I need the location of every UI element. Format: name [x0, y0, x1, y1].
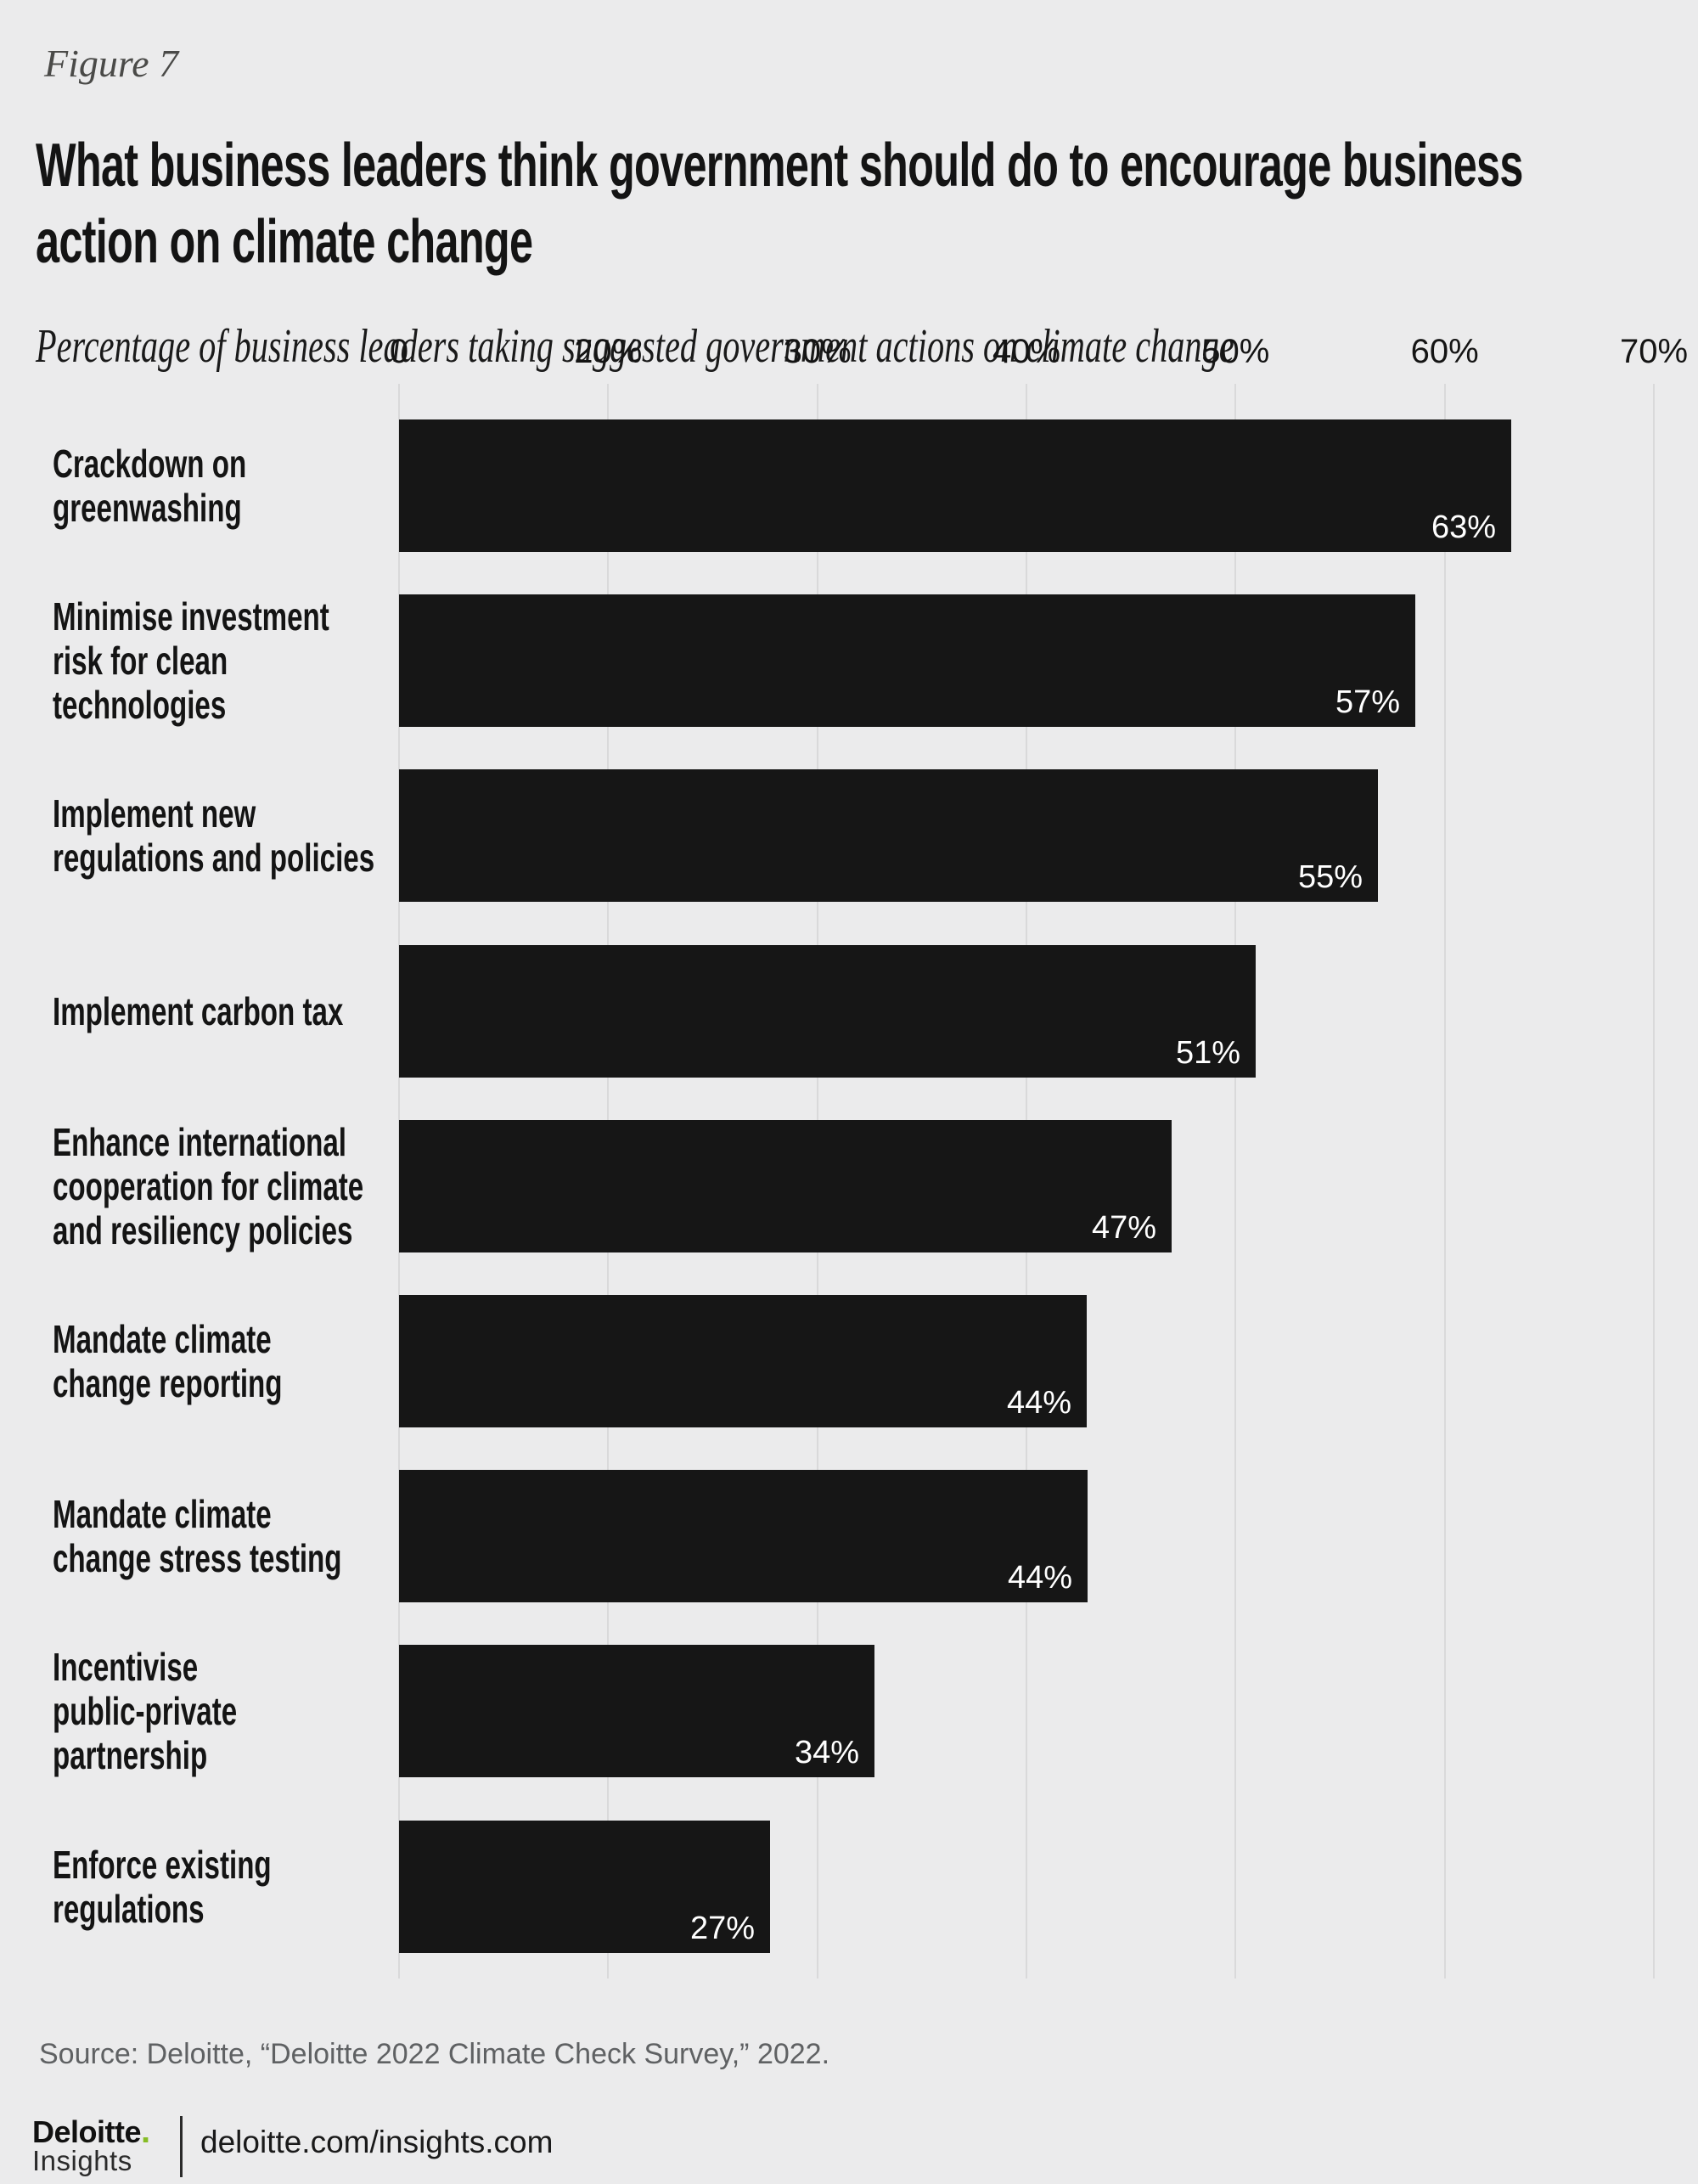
category-label-line: change stress testing: [53, 1536, 342, 1580]
bar-value-label: 57%: [1335, 684, 1400, 720]
bar-value-label: 27%: [689, 1911, 755, 1946]
bar: 51%: [399, 945, 1256, 1078]
category-label: Minimise investment risk for clean technol…: [53, 594, 392, 727]
gridline: [1653, 384, 1655, 1979]
category-label-line: partnership: [53, 1733, 208, 1777]
footer: Deloitte. Insights deloitte.com/insights…: [0, 2106, 1698, 2184]
bar: 57%: [399, 594, 1415, 727]
page-title-line-2: action on climate change: [36, 208, 533, 276]
bar-value-label: 44%: [1007, 1560, 1072, 1596]
category-label-line: Implement carbon tax: [53, 989, 344, 1033]
bar: 27%: [399, 1821, 770, 1953]
category-label-line: Enforce existing: [53, 1843, 272, 1887]
figure-label: Figure 7: [44, 42, 178, 85]
page-title-line-1: What business leaders think government s…: [36, 132, 1523, 200]
deloitte-green-dot-icon: .: [141, 2113, 150, 2150]
category-label-line: Mandate climate: [53, 1492, 272, 1536]
source-note: Source: Deloitte, “Deloitte 2022 Climate…: [39, 2038, 830, 2070]
page-title: What business leaders think government s…: [36, 127, 1698, 280]
bar: 47%: [399, 1120, 1172, 1252]
category-label-line: greenwashing: [53, 486, 242, 530]
bar-value-label: 44%: [1006, 1385, 1071, 1421]
category-label-line: and resiliency policies: [53, 1208, 353, 1252]
category-label-line: Implement new: [53, 791, 256, 836]
category-label: Enforce existing regulations: [53, 1821, 392, 1953]
category-label-line: Minimise investment: [53, 594, 329, 639]
category-label-line: change reporting: [53, 1361, 283, 1405]
bar: 34%: [399, 1645, 874, 1777]
category-label-line: Crackdown on: [53, 442, 247, 486]
bar-chart: Crackdown on greenwashing 63% Minimise inve…: [0, 419, 1698, 1956]
bar: 63%: [399, 419, 1511, 552]
category-label-line: regulations and policies: [53, 836, 375, 880]
bar-value-label: 34%: [794, 1735, 859, 1770]
bar: 55%: [399, 769, 1378, 902]
x-axis-tick: 30%: [783, 333, 852, 370]
bar-value-label: 51%: [1175, 1035, 1240, 1071]
bar-value-label: 55%: [1297, 859, 1363, 895]
category-label-line: Mandate climate: [53, 1317, 272, 1361]
category-label-line: cooperation for climate: [53, 1164, 364, 1208]
category-label-line: public-private: [53, 1689, 238, 1733]
x-axis-tick: 0: [389, 333, 409, 370]
bar: 44%: [399, 1295, 1087, 1427]
bar: 44%: [399, 1470, 1088, 1602]
deloitte-logo: Deloitte.: [32, 2113, 150, 2151]
gridline: [1234, 384, 1237, 1979]
x-axis-tick: 60%: [1410, 333, 1479, 370]
category-label: Implement carbon tax: [53, 945, 392, 1078]
category-label-line: Incentivise: [53, 1645, 199, 1689]
category-label: Implement new regulations and policies: [53, 769, 392, 902]
category-label-line: Enhance international: [53, 1120, 346, 1164]
bar-value-label: 47%: [1091, 1210, 1156, 1246]
category-label-line: risk for clean: [53, 639, 228, 683]
chart-subtitle: Percentage of business leaders taking su…: [36, 320, 1234, 373]
x-axis-tick: 70%: [1619, 333, 1689, 370]
gridline: [1443, 384, 1446, 1979]
x-axis-tick: 20%: [574, 333, 643, 370]
insights-label: Insights: [32, 2145, 132, 2176]
category-label: Enhance international cooperation for cli…: [53, 1120, 392, 1252]
category-label: Mandate climate change stress testing: [53, 1470, 392, 1602]
category-label: Mandate climate change reporting: [53, 1295, 392, 1427]
footer-url: deloitte.com/insights.com: [200, 2125, 554, 2159]
category-label-line: technologies: [53, 683, 227, 727]
bar-value-label: 63%: [1431, 509, 1496, 545]
category-label: Incentivise public-private partnership: [53, 1645, 392, 1777]
deloitte-logo-text: Deloitte: [32, 2114, 142, 2149]
x-axis-tick: 40%: [992, 333, 1061, 370]
category-label-line: regulations: [53, 1887, 205, 1931]
category-label: Crackdown on greenwashing: [53, 419, 392, 552]
x-axis-tick: 50%: [1201, 333, 1270, 370]
x-axis: 0 20% 30% 40% 50% 60% 70%: [390, 333, 1688, 372]
footer-divider: [180, 2116, 183, 2177]
